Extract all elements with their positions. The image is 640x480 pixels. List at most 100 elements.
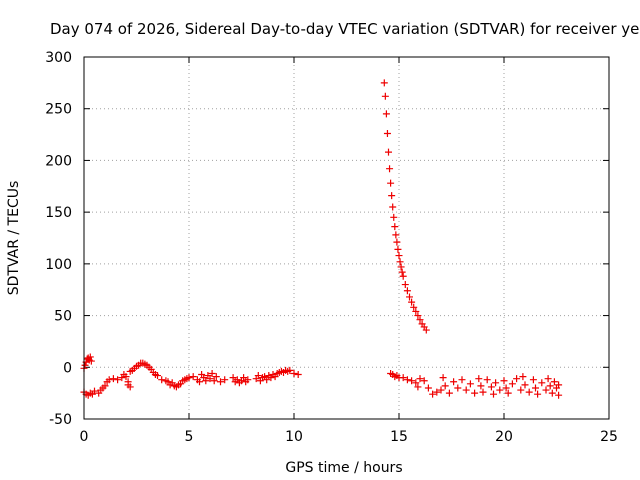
data-point	[437, 386, 445, 394]
data-point	[439, 374, 447, 382]
x-tick-label: 15	[390, 429, 408, 445]
y-tick-label: 150	[45, 205, 72, 221]
data-point	[388, 192, 396, 200]
data-point	[290, 369, 298, 377]
data-point	[508, 380, 516, 388]
data-point	[389, 203, 397, 211]
data-point	[109, 375, 117, 383]
data-point	[221, 376, 229, 384]
data-point	[86, 353, 94, 361]
data-point	[390, 213, 398, 221]
data-point	[450, 378, 458, 386]
data-point	[244, 376, 252, 384]
data-point	[429, 390, 437, 398]
data-point	[412, 307, 420, 315]
data-point	[519, 373, 527, 381]
data-point	[122, 373, 130, 381]
data-point	[479, 388, 487, 396]
data-point	[158, 376, 166, 384]
data-point	[391, 223, 399, 231]
data-point	[445, 389, 453, 397]
data-point	[416, 316, 424, 324]
data-point	[126, 383, 134, 391]
data-point	[502, 384, 510, 392]
data-point	[477, 382, 485, 390]
data-point	[392, 231, 400, 239]
data-point	[410, 303, 418, 311]
data-point	[492, 379, 500, 387]
data-point	[196, 378, 203, 386]
data-point	[529, 376, 537, 384]
data-point	[546, 382, 554, 390]
y-tick-label: 50	[54, 309, 72, 325]
data-point	[395, 252, 403, 260]
x-tick-label: 10	[285, 429, 303, 445]
data-point	[154, 372, 161, 380]
y-tick-label: 0	[63, 360, 72, 376]
data-point	[401, 281, 409, 289]
data-point	[513, 375, 521, 383]
data-point	[414, 312, 422, 320]
data-point	[399, 272, 407, 280]
data-point	[496, 386, 504, 394]
data-point	[101, 382, 109, 390]
data-point	[403, 376, 411, 384]
data-point	[185, 374, 193, 382]
chart-title: Day 074 of 2026, Sidereal Day-to-day VTE…	[50, 20, 640, 38]
data-point	[408, 377, 416, 385]
data-point	[399, 374, 407, 382]
data-point	[408, 298, 416, 306]
plot-frame	[83, 56, 610, 420]
data-point	[398, 268, 406, 276]
x-tick-label: 20	[495, 429, 513, 445]
grid-lines	[84, 57, 609, 419]
x-tick-label: 25	[600, 429, 618, 445]
y-tick-label: -50	[49, 412, 72, 428]
data-point	[534, 390, 542, 398]
data-point	[87, 357, 95, 365]
data-point	[229, 374, 237, 382]
data-point	[403, 287, 411, 295]
data-point	[487, 383, 495, 391]
data-point	[406, 293, 413, 301]
data-point	[381, 92, 389, 100]
data-point	[81, 361, 89, 369]
axis-ticks	[83, 56, 610, 420]
data-point	[550, 378, 558, 386]
data-point	[217, 378, 224, 386]
data-point	[555, 391, 563, 399]
data-point	[412, 379, 420, 387]
x-tick-label: 5	[185, 429, 194, 445]
data-point	[240, 374, 248, 382]
data-point	[517, 386, 525, 394]
data-point	[206, 375, 214, 383]
data-point	[91, 387, 98, 395]
data-point	[525, 388, 533, 396]
data-point	[382, 110, 390, 118]
data-points	[80, 79, 563, 399]
data-point	[202, 377, 210, 385]
data-point	[532, 384, 539, 392]
data-point	[105, 376, 113, 384]
y-tick-label: 250	[45, 102, 72, 118]
data-point	[542, 386, 550, 394]
data-point	[500, 377, 508, 385]
data-point	[114, 376, 122, 384]
data-point	[294, 371, 302, 379]
data-point	[286, 366, 294, 374]
data-point	[254, 372, 262, 380]
data-point	[387, 179, 395, 187]
data-point	[424, 384, 432, 392]
data-point	[189, 373, 197, 381]
data-point	[555, 381, 563, 389]
data-point	[441, 382, 449, 390]
x-axis-label: GPS time / hours	[285, 460, 402, 476]
data-point	[471, 389, 479, 397]
data-point	[208, 369, 216, 377]
data-point	[454, 384, 462, 392]
data-point	[420, 377, 428, 385]
data-point	[414, 383, 422, 391]
data-point	[416, 375, 424, 383]
data-point	[385, 148, 392, 156]
